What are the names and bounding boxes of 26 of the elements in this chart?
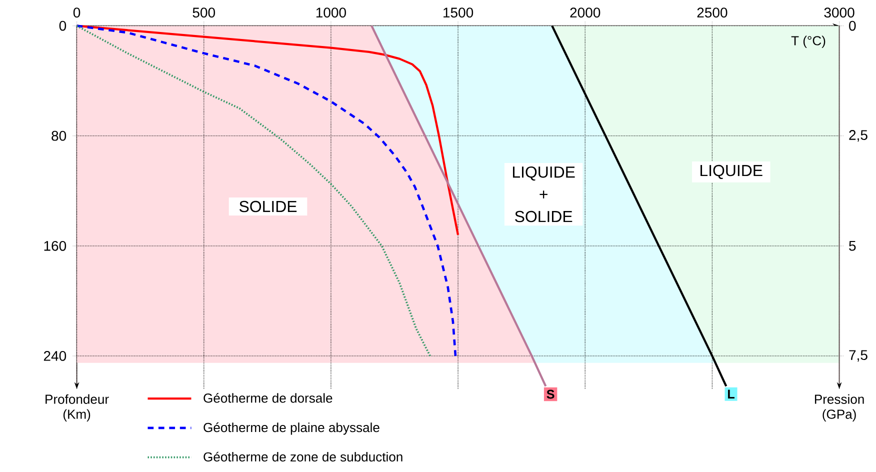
annotation: L (728, 390, 734, 399)
x-tick-label: 2500 (697, 8, 728, 18)
legend-label: Géotherme de zone de subduction (204, 452, 402, 462)
x-tick-label: 1000 (316, 8, 346, 18)
y2-tick-label: 5 (849, 241, 856, 251)
annotation: S (546, 390, 554, 399)
y2-tick-label: 2,5 (849, 130, 868, 142)
y2-tick-label: 7,5 (849, 350, 868, 362)
x-tick-label: 2000 (570, 8, 600, 18)
y-tick-label: 0 (59, 21, 66, 31)
x-tick-label: 3000 (824, 8, 854, 18)
x-tick-label: 1500 (444, 8, 474, 18)
series-label: SOLIDE (240, 201, 297, 212)
series-label: LIQUIDE + SOLIDE (512, 166, 575, 222)
y-tick-label: 240 (44, 351, 66, 362)
y-tick-label: 80 (52, 131, 66, 142)
legend-label: Géotherme de dorsale (204, 393, 332, 403)
y2-axis-title: Pression (GPa) (814, 394, 864, 422)
x-tick-label: 500 (192, 8, 216, 18)
series-label: LIQUIDE (700, 165, 762, 180)
y-axis-title: Profondeur (Km) (46, 394, 109, 422)
x-tick-label: 0 (73, 8, 80, 18)
y-tick-label: 160 (44, 241, 66, 252)
x-axis-title: T (°C) (791, 36, 826, 48)
y2-tick-label: 0 (849, 21, 856, 31)
legend-label: Géotherme de plaine abyssale (204, 422, 380, 435)
